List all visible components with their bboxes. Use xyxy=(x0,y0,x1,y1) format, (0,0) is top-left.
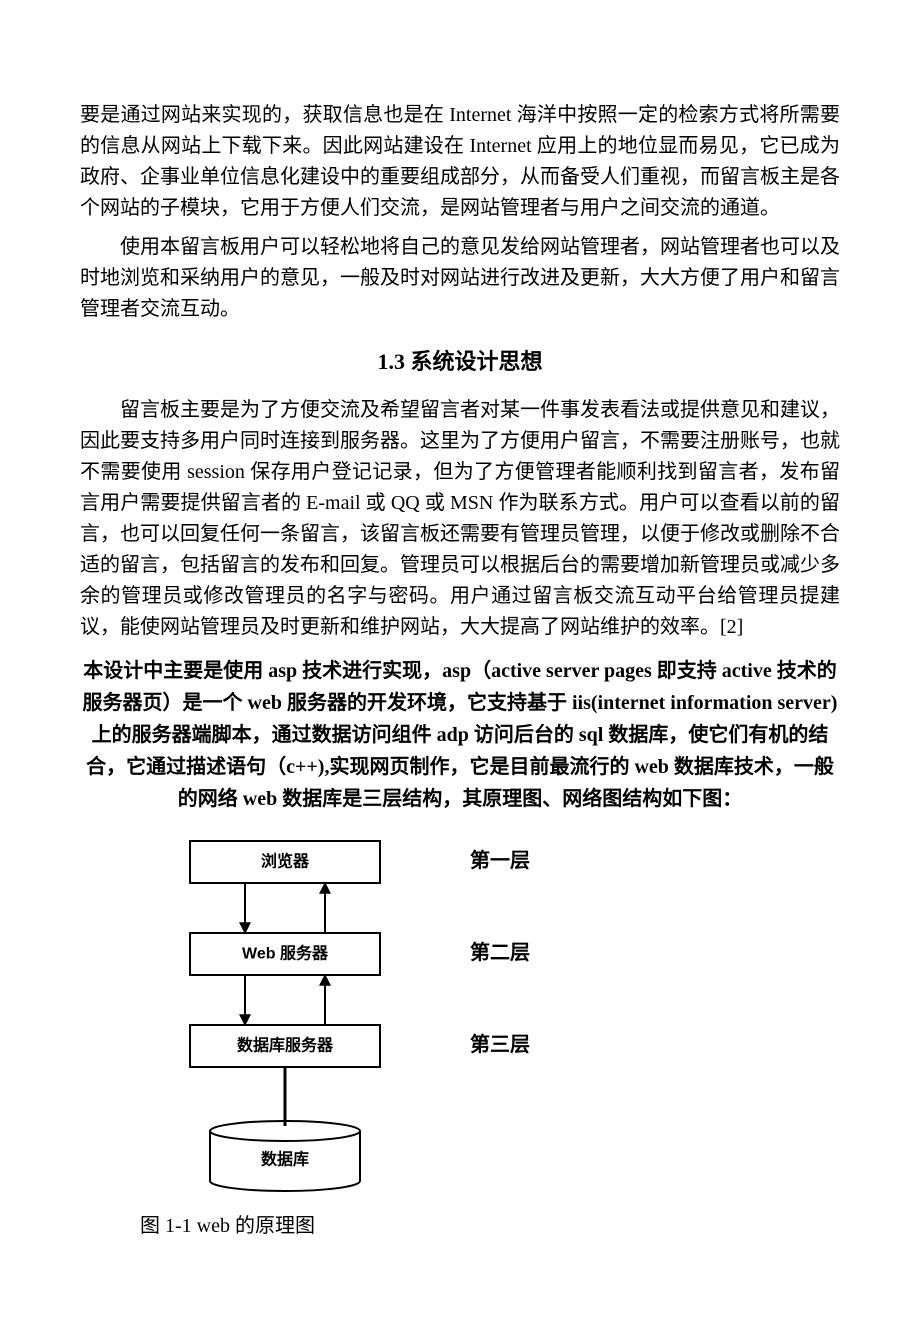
document-page: 要是通过网站来实现的，获取信息也是在 Internet 海洋中按照一定的检索方式… xyxy=(0,0,920,1322)
svg-text:第二层: 第二层 xyxy=(470,940,530,964)
paragraph-1: 要是通过网站来实现的，获取信息也是在 Internet 海洋中按照一定的检索方式… xyxy=(80,100,840,224)
svg-text:第三层: 第三层 xyxy=(470,1032,530,1056)
svg-text:第一层: 第一层 xyxy=(470,848,530,872)
paragraph-3: 留言板主要是为了方便交流及希望留言者对某一件事发表看法或提供意见和建议，因此要支… xyxy=(80,395,840,643)
svg-text:Web 服务器: Web 服务器 xyxy=(242,944,329,963)
flowchart-svg: 浏览器 Web 服务器数据库服务器数据库 第一层第二层第三层 xyxy=(170,833,610,1193)
figure-caption: 图 1-1 web 的原理图 xyxy=(140,1211,840,1242)
paragraph-2: 使用本留言板用户可以轻松地将自己的意见发给网站管理者，网站管理者也可以及时地浏览… xyxy=(80,232,840,325)
svg-text:浏览器: 浏览器 xyxy=(261,852,310,871)
paragraph-4-bold: 本设计中主要是使用 asp 技术进行实现，asp（active server p… xyxy=(80,655,840,815)
svg-text:数据库服务器: 数据库服务器 xyxy=(237,1036,334,1055)
web-architecture-diagram: 浏览器 Web 服务器数据库服务器数据库 第一层第二层第三层 xyxy=(170,833,840,1193)
section-heading: 1.3 系统设计思想 xyxy=(80,345,840,379)
svg-text:数据库: 数据库 xyxy=(261,1150,309,1169)
